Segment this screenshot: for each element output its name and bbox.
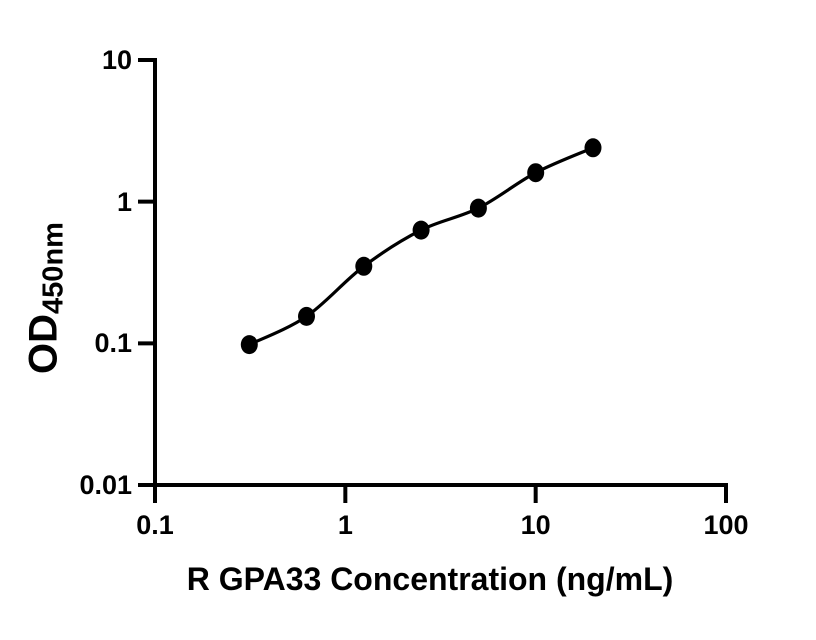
y-tick-label: 0.1 (94, 328, 132, 359)
x-tick-label: 100 (703, 510, 749, 540)
y-axis-title-main: OD (21, 313, 66, 374)
y-tick-label: 0.01 (79, 470, 132, 500)
y-tick-label: 1 (116, 186, 132, 217)
data-point (527, 163, 545, 183)
data-point (240, 335, 258, 355)
data-point (355, 256, 373, 276)
data-point (584, 138, 602, 158)
data-point (298, 306, 315, 326)
y-axis-title-subscript: 450nm (37, 222, 70, 314)
x-axis-title: R GPA33 Concentration (ng/mL) (186, 561, 674, 597)
x-tick-label: 0.1 (136, 510, 174, 540)
x-tick-label: 1 (337, 510, 353, 540)
x-tick-label: 10 (520, 510, 551, 540)
y-axis-title: OD450nm (22, 222, 71, 374)
data-point (412, 220, 430, 240)
data-point (469, 198, 487, 218)
y-tick-label: 10 (101, 45, 132, 75)
